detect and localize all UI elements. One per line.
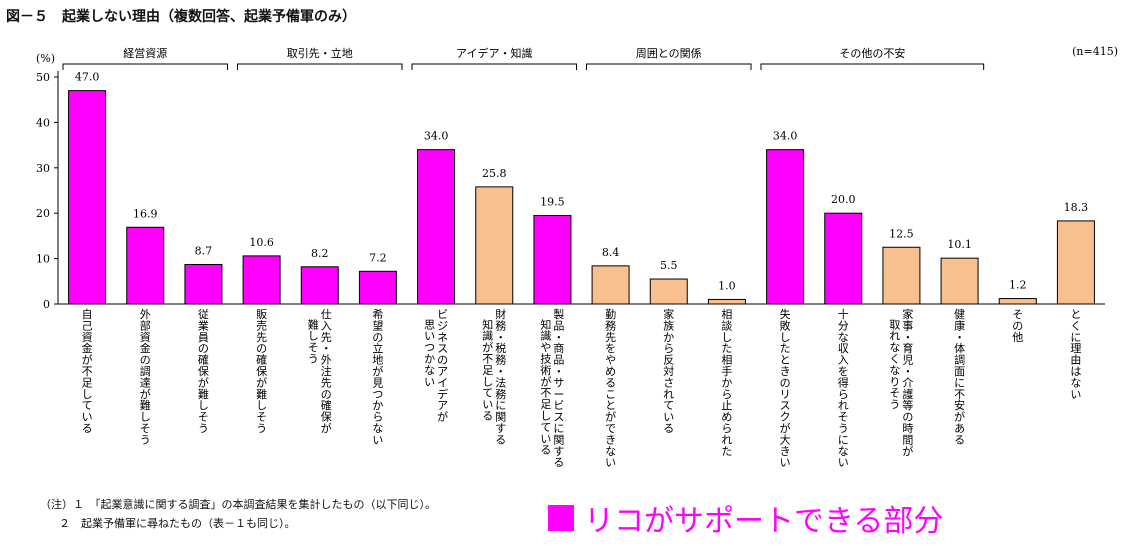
bar [68, 90, 107, 305]
note-1: （注）１ 「起業意識に関する調査」の本調査結果を集計したもの（以下同じ）。 [40, 498, 436, 511]
category-label: 従業員の確保が難しそう [198, 308, 209, 435]
data-label: 1.2 [1009, 279, 1027, 292]
data-label: 18.3 [1064, 201, 1089, 214]
data-labels: 47.0 16.9 8.7 10.6 8.2 7.2 34.0 25.8 19.5 8.4 5.5 1… [75, 71, 1088, 293]
category-label: 健康・体調面に不安がある [954, 308, 965, 446]
category-label: 外部資金の調達が難しそう [140, 308, 151, 446]
data-label: 8.4 [602, 246, 620, 259]
category-label: 販売先の確保が難しそう [256, 308, 267, 435]
bar [882, 246, 921, 305]
data-label: 25.8 [482, 167, 507, 180]
bar [766, 149, 805, 305]
group-bracket [62, 63, 228, 70]
sample-size-note: (n=415) [1072, 45, 1118, 58]
group-bracket [586, 63, 752, 70]
data-label: 16.9 [133, 207, 158, 220]
y-tick-label: 40 [36, 116, 50, 129]
legend-swatch [548, 505, 574, 531]
group-bracket [411, 63, 577, 70]
category-label: 家族から反対されている [663, 307, 674, 435]
bar [242, 255, 281, 305]
data-label: 19.5 [540, 195, 565, 208]
data-label: 5.5 [660, 259, 678, 272]
data-label: 34.0 [773, 130, 798, 143]
data-label: 1.0 [718, 279, 736, 292]
category-label: 十分な収入を得られそうにない [838, 307, 849, 469]
group-label: 周囲との関係 [636, 47, 702, 60]
category-label: 財務・税務・法務に関する知識が不足している [482, 307, 506, 446]
category-label: 勤務先をやめることができない [605, 308, 616, 469]
data-label: 10.6 [249, 236, 274, 249]
data-label: 8.7 [195, 245, 213, 258]
bar [417, 149, 456, 305]
note-2: ２ 起業予備軍に尋ねたもの（表－１も同じ）。 [59, 517, 296, 530]
category-label: 相談した相手から止められた [721, 308, 732, 458]
category-label: 自己資金が不足している [82, 308, 93, 435]
data-label: 47.0 [75, 71, 100, 84]
bar [591, 265, 630, 305]
group-label: その他の不安 [839, 46, 905, 60]
y-axis-label: (%) [36, 52, 55, 65]
bar [533, 214, 572, 305]
y-tick-label: 20 [36, 207, 50, 220]
data-label: 20.0 [831, 193, 856, 206]
data-label: 7.2 [369, 251, 387, 264]
category-group-brackets: 経営資源 取引先・立地 アイデア・知識 周囲との関係 その他の不安 [62, 46, 985, 70]
category-label: 製品・商品・サービスに関する知識や技術が不足している [540, 307, 564, 469]
bar [1056, 220, 1095, 305]
bars [68, 90, 1095, 305]
category-label: とくに理由はない [1070, 308, 1081, 401]
category-label: 家事・育児・介護等の時間が取れなくなりそう [889, 307, 913, 458]
legend: リコがサポートできる部分 [548, 496, 943, 540]
data-label: 34.0 [424, 130, 449, 143]
group-label: 取引先・立地 [287, 46, 353, 60]
data-label: 8.2 [311, 247, 329, 260]
axes: 0 10 20 30 40 50 [36, 71, 1105, 311]
y-tick-label: 10 [36, 253, 50, 266]
bar [998, 298, 1037, 305]
bar [184, 264, 223, 305]
group-bracket [237, 63, 403, 70]
y-tick-label: 30 [36, 162, 50, 175]
bar [824, 212, 863, 305]
category-label: ビジネスのアイデアが思いつかない [424, 308, 448, 424]
data-label: 12.5 [889, 227, 914, 240]
bar [649, 278, 688, 305]
group-label: アイデア・知識 [456, 46, 532, 60]
category-label: 希望の立地が見つからない [372, 307, 383, 446]
category-label: 仕入先・外注先の確保が難しそう [308, 308, 332, 435]
category-labels: 自己資金が不足している 外部資金の調達が難しそう 従業員の確保が難しそう 販売先の確保… [82, 307, 1082, 469]
figure-title: 図－５ 起業しない理由（複数回答、起業予備軍のみ） [6, 9, 356, 25]
data-label: 10.1 [947, 238, 972, 251]
group-label: 経営資源 [123, 46, 167, 60]
category-label: 失敗したときのリスクが大きい [780, 308, 791, 469]
y-tick-label: 0 [43, 298, 50, 311]
bar [300, 266, 339, 305]
bar [358, 270, 397, 305]
group-bracket [760, 63, 985, 70]
bar [126, 226, 165, 305]
bar-chart: 経営資源 取引先・立地 アイデア・知識 周囲との関係 その他の不安 (%) (n=415… [36, 45, 1118, 469]
bar [707, 298, 746, 305]
legend-label: リコがサポートできる部分 [584, 504, 944, 539]
bar [940, 257, 979, 305]
category-label: その他 [1012, 308, 1023, 344]
bar [475, 186, 514, 305]
y-tick-label: 50 [36, 71, 50, 84]
